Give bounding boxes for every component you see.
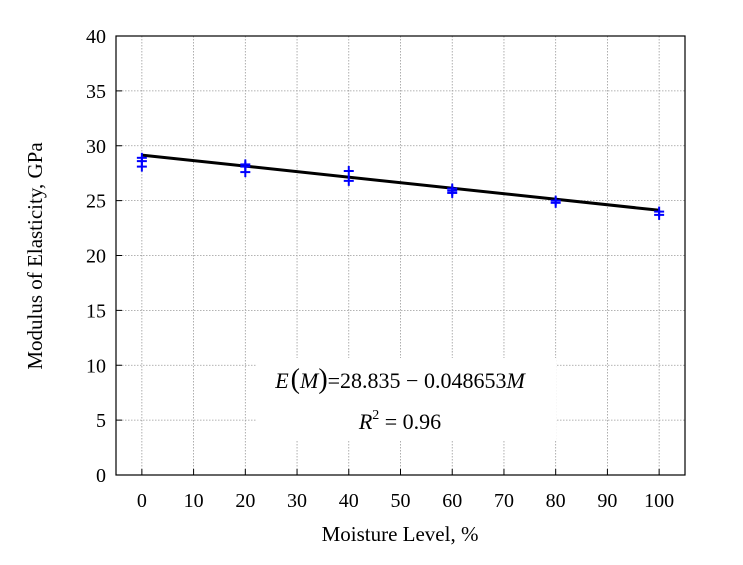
- fit-equation: E(M)=28.835 − 0.048653M: [274, 364, 526, 395]
- y-tick-label: 40: [86, 26, 106, 48]
- eq-lhs: E: [274, 368, 289, 393]
- data-point: [240, 167, 251, 178]
- y-axis-title: Modulus of Elasticity, GPa: [23, 142, 47, 370]
- x-tick-label: 0: [137, 490, 147, 512]
- eq-rhs: =28.835 − 0.048653: [328, 368, 507, 393]
- y-tick-label: 10: [86, 355, 106, 377]
- x-tick-label: 80: [546, 490, 566, 512]
- eq-paren-open: (: [291, 364, 300, 395]
- r2-rhs: = 0.96: [379, 409, 441, 434]
- y-tick-label: 0: [96, 465, 106, 487]
- x-tick-label: 70: [494, 490, 514, 512]
- y-tick-label: 5: [96, 410, 106, 432]
- y-tick-label: 15: [86, 300, 106, 322]
- y-tick-label: 20: [86, 246, 106, 268]
- r-squared: R2 = 0.96: [358, 408, 441, 434]
- y-tick-label: 30: [86, 136, 106, 158]
- eq-var: M: [505, 368, 526, 393]
- r2-var: R: [358, 409, 373, 434]
- data-points: [136, 152, 665, 220]
- data-point: [136, 161, 147, 172]
- data-point: [447, 187, 458, 198]
- x-axis-title: Moisture Level, %: [322, 522, 479, 546]
- y-tick-label: 35: [86, 81, 106, 103]
- fit-line: [141, 153, 660, 212]
- x-tick-label: 40: [339, 490, 359, 512]
- x-tick-label: 100: [644, 490, 674, 512]
- y-tick-labels: 0 5 10 15 20 25 30 35 40: [86, 26, 106, 487]
- data-point: [343, 175, 354, 186]
- x-tick-label: 20: [235, 490, 255, 512]
- annotation-background: [256, 358, 556, 440]
- data-point: [654, 209, 665, 220]
- eq-arg: M: [299, 368, 320, 393]
- data-point: [550, 197, 561, 208]
- data-point: [343, 165, 354, 176]
- eq-paren-close: ): [318, 364, 327, 395]
- y-tick-label: 25: [86, 191, 106, 213]
- x-tick-labels: 0 10 20 30 40 50 60 70 80 90 100: [137, 490, 674, 512]
- fit-line-group: [141, 153, 660, 212]
- ticks: [116, 35, 660, 476]
- x-tick-label: 30: [287, 490, 307, 512]
- x-tick-label: 60: [442, 490, 462, 512]
- r2-exp: 2: [372, 408, 379, 423]
- x-tick-label: 50: [391, 490, 411, 512]
- x-tick-label: 10: [184, 490, 204, 512]
- x-tick-label: 90: [597, 490, 617, 512]
